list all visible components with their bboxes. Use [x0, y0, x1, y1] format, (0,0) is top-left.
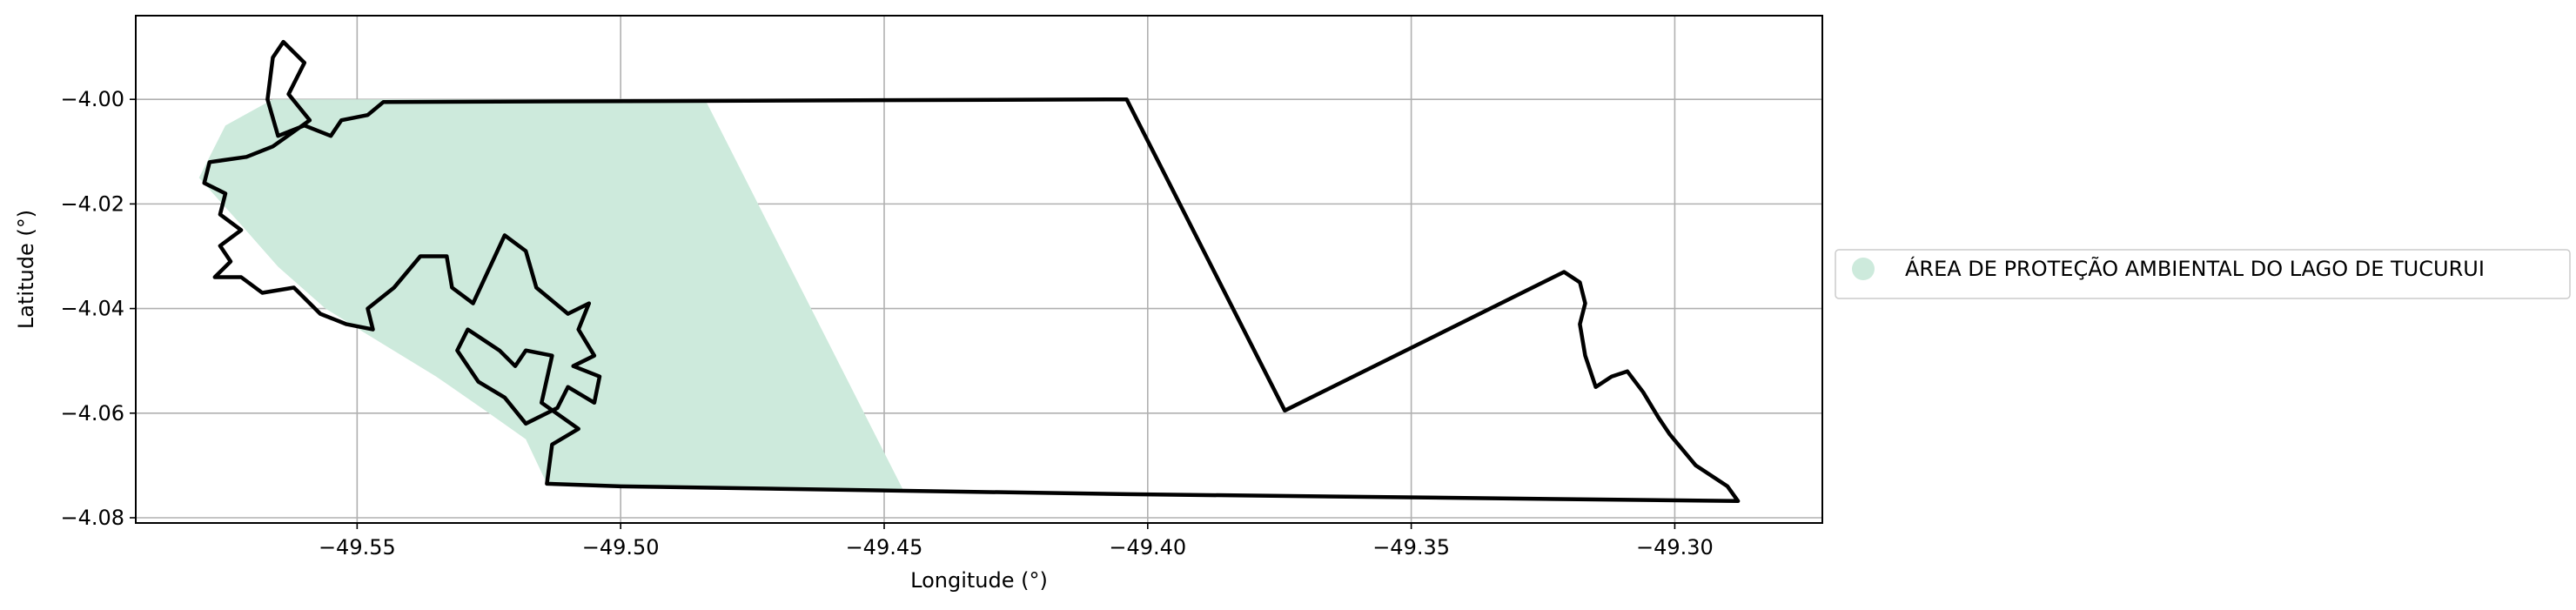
x-tick-label: −49.40	[1109, 535, 1186, 560]
legend-entry-label: ÁREA DE PROTEÇÃO AMBIENTAL DO LAGO DE TU…	[1905, 255, 2485, 281]
protected-area-boundary	[202, 39, 1741, 504]
y-tick-label: −4.06	[60, 401, 124, 426]
y-axis-ticks: −4.00 −4.02 −4.04 −4.06 −4.08	[60, 87, 136, 530]
y-tick-label: −4.00	[60, 87, 124, 111]
protected-area-fill	[198, 99, 903, 489]
y-axis-label: Latitude (°)	[14, 210, 38, 329]
x-tick-label: −49.55	[319, 535, 396, 560]
y-tick-label: −4.02	[60, 191, 124, 216]
x-tick-label: −49.35	[1372, 535, 1450, 560]
axes-frame	[135, 15, 1823, 524]
legend: ÁREA DE PROTEÇÃO AMBIENTAL DO LAGO DE TU…	[1835, 249, 2571, 299]
y-tick-label: −4.08	[60, 506, 124, 530]
x-tick-label: −49.45	[846, 535, 923, 560]
x-axis-label: Longitude (°)	[910, 568, 1048, 593]
legend-marker	[1852, 258, 1875, 280]
x-tick-label: −49.30	[1636, 535, 1714, 560]
x-axis-ticks: −49.55 −49.50 −49.45 −49.40 −49.35 −49.30	[319, 523, 1714, 560]
x-tick-label: −49.50	[582, 535, 660, 560]
legend-box	[1835, 249, 2571, 299]
y-tick-label: −4.04	[60, 297, 124, 321]
plot-area	[198, 39, 1741, 504]
